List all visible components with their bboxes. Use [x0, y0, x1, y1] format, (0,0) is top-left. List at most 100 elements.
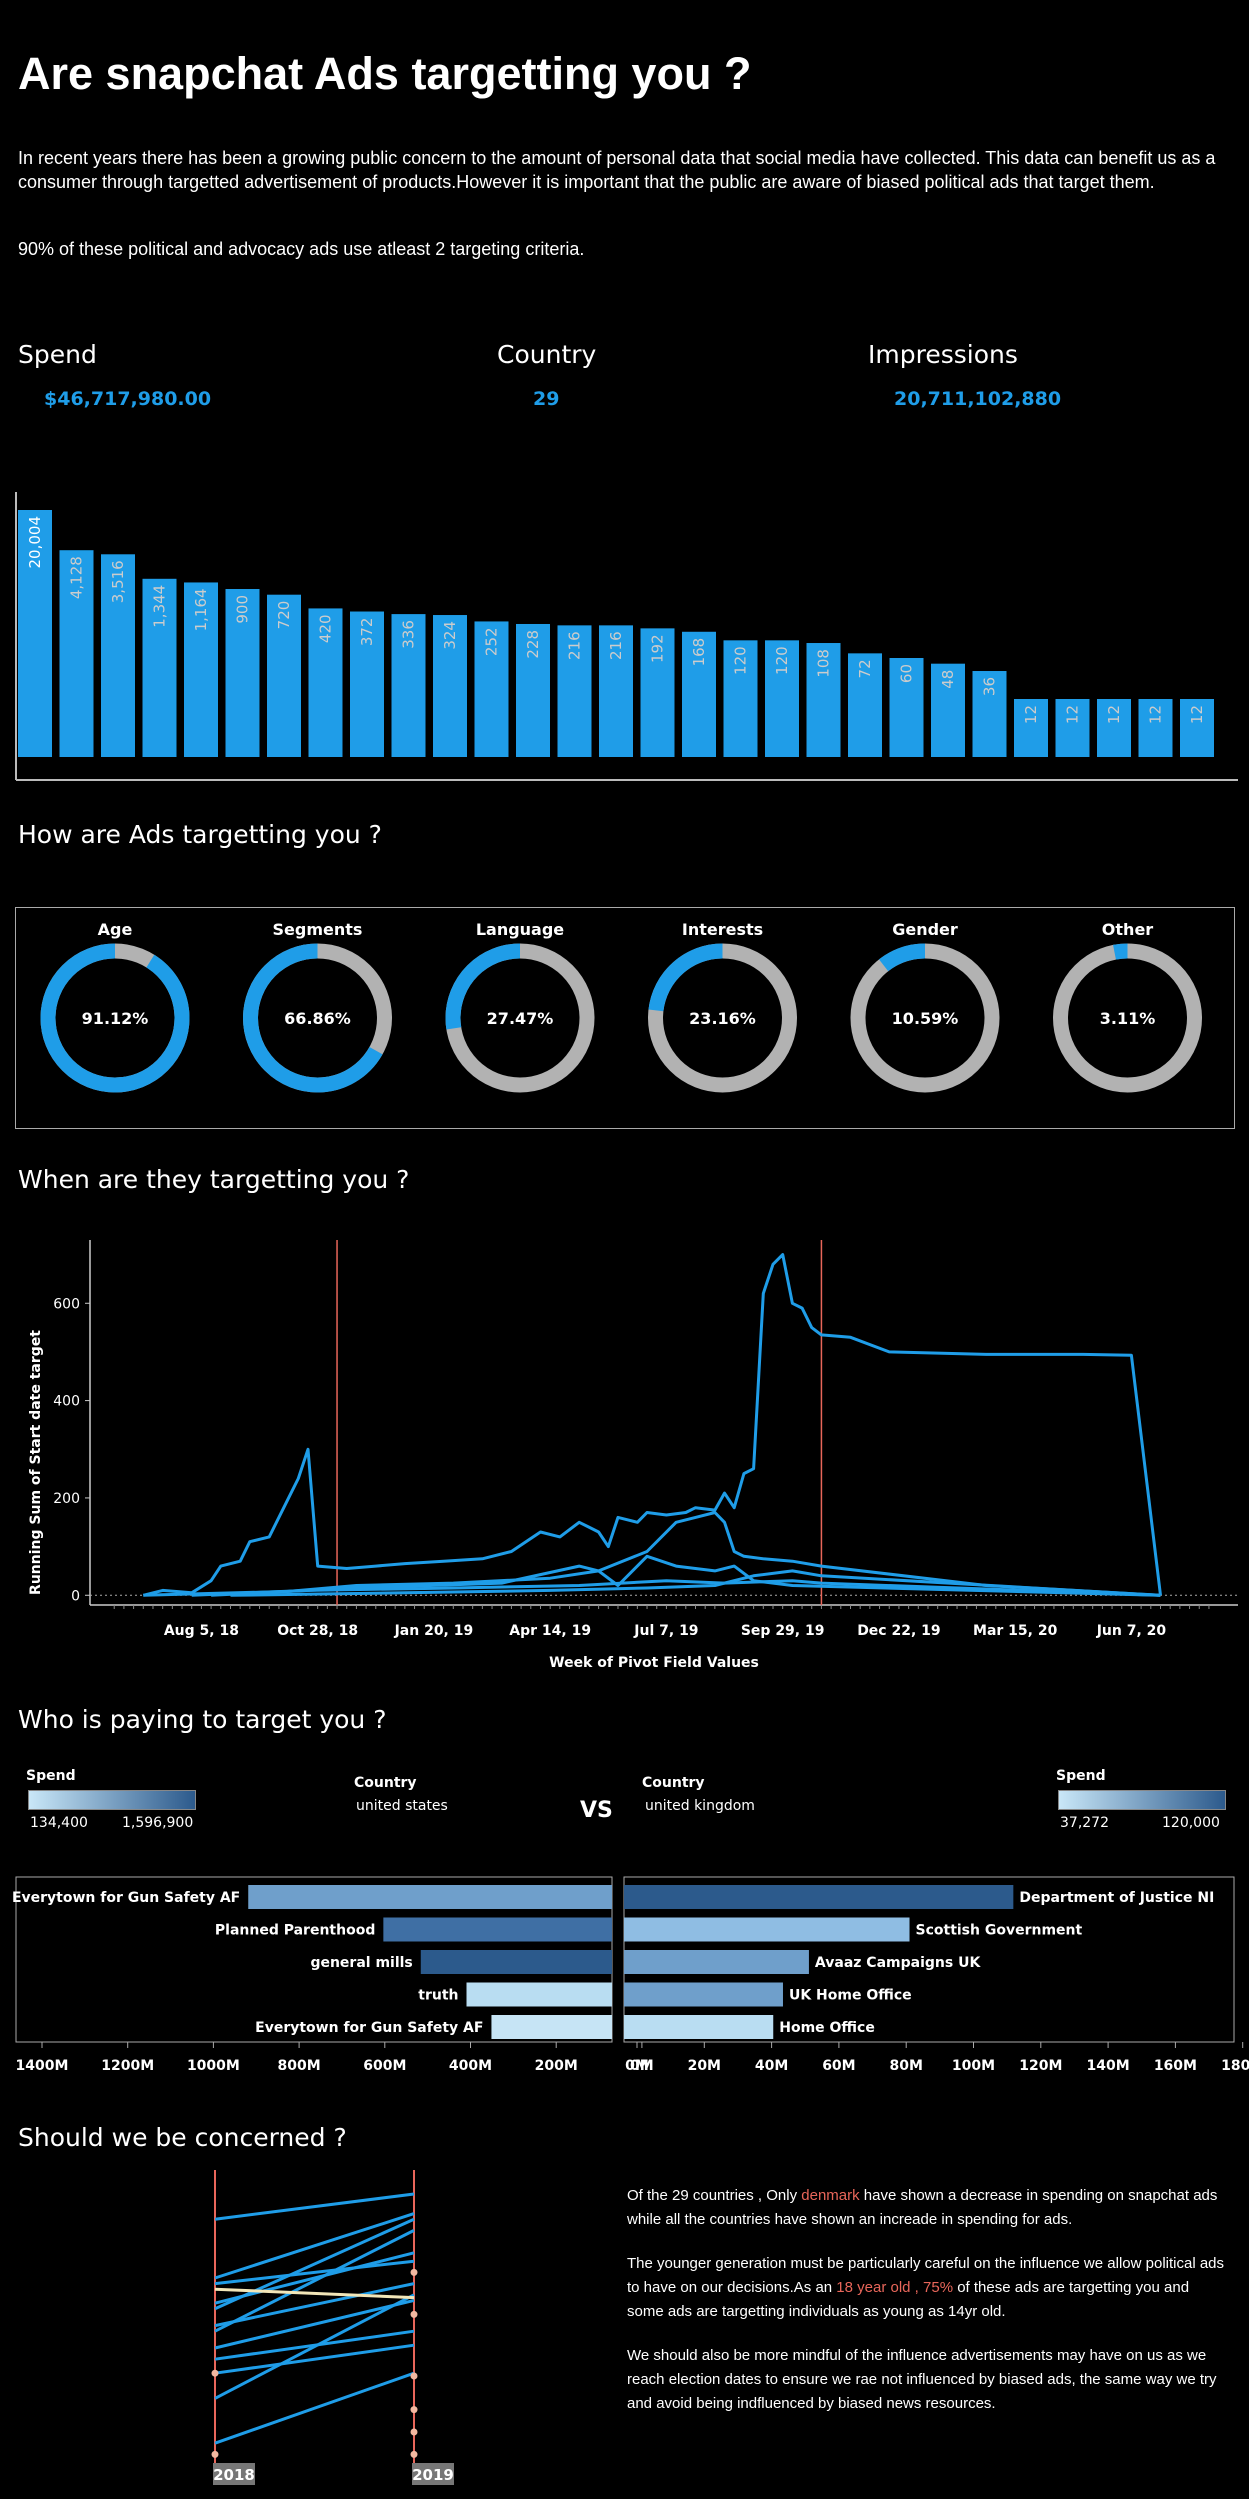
bar-29 — [1180, 699, 1214, 757]
bar-label-14: 216 — [566, 631, 584, 660]
slope-line-10 — [214, 2343, 415, 2375]
bar-label-18: 120 — [732, 646, 750, 675]
uk-axis-label-2: 20M — [688, 2058, 721, 2074]
bar-label-16: 192 — [649, 634, 667, 663]
slope-label-box-2019 — [412, 2463, 454, 2485]
left-country-value[interactable]: united states — [356, 1798, 448, 1814]
us-axis-label-2: 1200M — [101, 2058, 154, 2074]
bar-label-10: 336 — [400, 620, 418, 649]
kpi-spend-value: $46,717,980.00 — [44, 388, 212, 410]
slope-chart: 2018 2019 — [211, 2170, 454, 2485]
uk-axis-label-8: 140M — [1087, 2058, 1130, 2074]
bar-label-6: 900 — [234, 595, 252, 624]
bar-21 — [848, 653, 882, 757]
us-axis-label-4: 800M — [278, 2058, 321, 2074]
slope-dot-2019-5 — [410, 2428, 418, 2436]
bar-4 — [142, 578, 177, 757]
donut-arc-other — [1053, 943, 1202, 1093]
slope-line-5 — [214, 2217, 415, 2311]
donut-title-interests: Interests — [682, 920, 763, 939]
x-tick-label-4: Apr 14, 19 — [509, 1623, 591, 1639]
us-bar-label-1: Everytown for Gun Safety AF — [12, 1890, 240, 1906]
slope-label-2019: 2019 — [412, 2466, 454, 2484]
uk-axis-label-7: 120M — [1019, 2058, 1062, 2074]
x-tick-label-6: Sep 29, 19 — [741, 1623, 825, 1639]
concern-paragraph-3: We should also be more mindful of the in… — [627, 2347, 1217, 2412]
section-who-title: Who is paying to target you ? — [18, 1705, 387, 1734]
bar-13 — [516, 623, 550, 757]
donut-value-gender: 10.59% — [892, 1009, 959, 1028]
bar-12 — [474, 621, 509, 757]
us-bar-label-2: Planned Parenthood — [215, 1923, 375, 1939]
vs-label: VS — [580, 1798, 613, 1823]
slope-line-13 — [214, 2287, 415, 2300]
slope-line-6 — [214, 2282, 415, 2328]
bar-label-24: 36 — [981, 677, 999, 696]
slope-line-2 — [214, 2212, 415, 2280]
donut-panel — [15, 907, 1235, 1129]
y-tick-label-400: 400 — [53, 1394, 80, 1410]
series-line-4 — [230, 1569, 1161, 1597]
concern-paragraph-2: The younger generation must be particula… — [627, 2255, 1225, 2320]
concern-paragraph-1: Of the 29 countries , Only denmark have … — [627, 2187, 1218, 2228]
us-bar-3 — [420, 1950, 612, 1974]
bar-label-20: 108 — [815, 649, 833, 678]
slope-line-7 — [214, 2229, 415, 2333]
bar-3 — [101, 554, 135, 757]
section-how-title: How are Ads targetting you ? — [18, 820, 382, 849]
running-sum-chart: 0 200 400 600 Aug 5, 18 Oct 28, 18 Jan 20, 19 A… — [28, 1240, 1238, 1670]
slope-label-box-2018 — [213, 2463, 255, 2485]
slope-dot-2019-1 — [410, 2268, 418, 2276]
bar-label-26: 12 — [1064, 705, 1082, 724]
right-country-value[interactable]: united kingdom — [645, 1798, 755, 1814]
donut-value-segments: 66.86% — [284, 1009, 351, 1028]
slope-dot-2019-3 — [410, 2372, 418, 2380]
intro-text: In recent years there has been a growing… — [18, 148, 1216, 192]
section-concern-title: Should we be concerned ? — [18, 2123, 347, 2152]
uk-bar-label-4: UK Home Office — [789, 1988, 912, 2004]
uk-bar-label-3: Avaaz Campaigns UK — [815, 1955, 982, 1971]
stat-text: 90% of these political and advocacy ads … — [18, 239, 585, 259]
slope-dot-2019-2 — [410, 2310, 418, 2318]
bar-label-12: 252 — [483, 627, 501, 656]
bar-label-11: 324 — [441, 621, 459, 650]
left-legend-title: Spend — [26, 1768, 76, 1784]
bar-label-23: 48 — [939, 670, 957, 689]
slope-line-8 — [214, 2298, 415, 2350]
slope-line-1 — [214, 2192, 415, 2221]
bar-label-2: 4,128 — [68, 556, 86, 599]
x-tick-label-9: Jun 7, 20 — [1096, 1623, 1167, 1639]
donut-arc-age — [40, 943, 190, 1093]
bar-28 — [1138, 699, 1173, 757]
slope-line-3 — [214, 2259, 415, 2286]
uk-axis-label-4: 60M — [822, 2058, 855, 2074]
bar-label-8: 420 — [317, 614, 335, 643]
highlight-denmark: denmark — [801, 2187, 860, 2204]
bar-label-21: 72 — [856, 659, 874, 678]
uk-bar-3 — [624, 1950, 809, 1974]
slope-line-11 — [214, 2293, 415, 2400]
bar-26 — [1055, 699, 1090, 757]
bar-1 — [18, 510, 52, 757]
x-tick-label-5: Jul 7, 19 — [633, 1623, 698, 1639]
x-tick-label-8: Mar 15, 20 — [973, 1623, 1058, 1639]
right-legend-ramp — [1058, 1790, 1226, 1810]
bar-label-15: 216 — [607, 631, 625, 660]
bar-6 — [225, 589, 260, 757]
highlight-age: 18 year old , 75% — [836, 2279, 954, 2296]
slope-dot-2018-1 — [211, 2369, 219, 2377]
bar-16 — [640, 628, 675, 757]
x-tick-label-1: Aug 5, 18 — [164, 1623, 239, 1639]
donut-arc-segments — [243, 943, 392, 1093]
uk-bar-label-1: Department of Justice NI — [1019, 1890, 1214, 1906]
bar-label-13: 228 — [524, 630, 542, 659]
us-bar-5 — [491, 2015, 612, 2039]
donut-title-age: Age — [98, 920, 133, 939]
x-tick-label-7: Dec 22, 19 — [857, 1623, 940, 1639]
uk-axis-label-10: 180M — [1221, 2058, 1249, 2074]
bar-14 — [557, 625, 592, 757]
uk-bar-1 — [624, 1885, 1014, 1909]
bar-15 — [599, 625, 633, 757]
bar-5 — [184, 582, 218, 757]
series-line-2 — [143, 1511, 1161, 1597]
